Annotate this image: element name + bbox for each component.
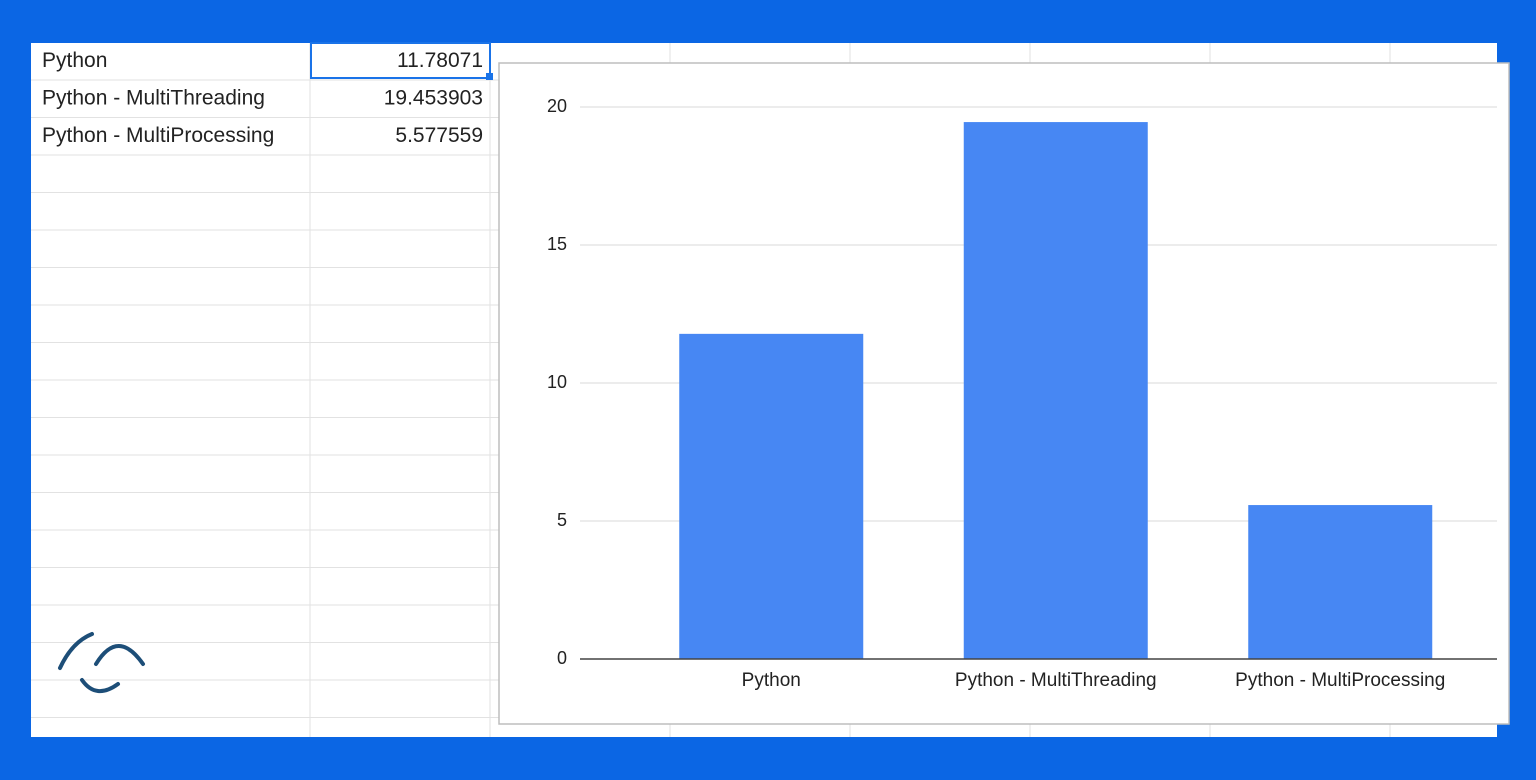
fill-handle[interactable] [486, 73, 493, 80]
x-tick-label: Python - MultiThreading [955, 670, 1157, 691]
bar [963, 122, 1148, 660]
logo-arc [58, 632, 94, 670]
selected-cell[interactable] [310, 42, 491, 79]
x-tick-label: Python - MultiProcessing [1235, 670, 1445, 691]
bar [1248, 505, 1433, 659]
cells: Python 11.78071 Python - MultiThreading 19.… [42, 49, 483, 147]
y-tick-label: 20 [547, 96, 567, 116]
x-tick-label: Python [742, 670, 801, 691]
cell-label: Python - MultiThreading [42, 87, 265, 110]
cell-label: Python [42, 49, 107, 72]
cell-value: 11.78071 [397, 49, 483, 72]
chart: 0 5 10 15 20 Python Python - MultiThreading Pyt… [547, 96, 1497, 691]
y-tick-label: 10 [547, 372, 567, 392]
y-tick-label: 5 [557, 510, 567, 530]
cell-value: 19.453903 [384, 87, 483, 110]
cell-label: Python - MultiProcessing [42, 124, 274, 147]
cell-value: 5.577559 [395, 124, 483, 147]
bar [679, 333, 864, 659]
y-tick-label: 0 [557, 648, 567, 668]
logo-arc [80, 678, 120, 693]
logo [58, 632, 145, 693]
y-tick-label: 15 [547, 234, 567, 254]
logo-arc [94, 644, 145, 666]
